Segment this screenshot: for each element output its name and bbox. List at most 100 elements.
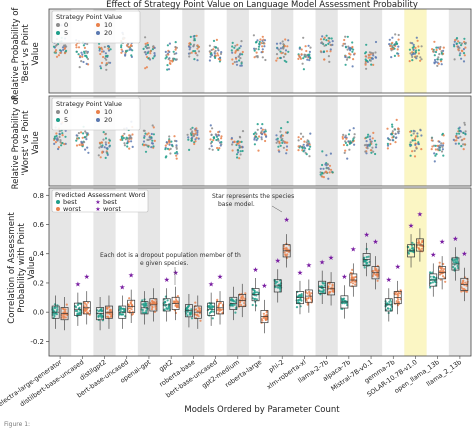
panel-best-point	[142, 47, 145, 51]
panel-best-point	[462, 48, 465, 51]
panel-worst-point	[98, 146, 101, 149]
panel-best-point	[54, 49, 58, 52]
corr-point-worst	[444, 280, 447, 283]
panel-best-point	[330, 37, 333, 40]
panel-worst-point	[130, 136, 133, 139]
panel-best-point	[189, 35, 192, 39]
corr-point-worst	[372, 270, 375, 273]
panel-best-point	[192, 35, 195, 38]
panel-best-point	[105, 62, 108, 65]
panel-worst-point	[454, 142, 457, 145]
panel-best-point	[455, 42, 458, 45]
corr-point-best	[185, 308, 188, 311]
corr-point-worst	[62, 315, 65, 318]
panel-best-point	[341, 44, 344, 47]
panel-worst-point	[420, 148, 423, 151]
panel-worst-point	[191, 136, 194, 139]
panel-worst-point	[325, 154, 328, 157]
corr-point-worst	[83, 305, 86, 308]
panel-best-point	[275, 59, 278, 62]
panel-best-point	[98, 47, 101, 50]
panel-worst-point	[464, 133, 467, 136]
panel-best-point	[408, 48, 411, 51]
panel-worst-point	[175, 146, 178, 149]
panel-best-point	[169, 62, 172, 65]
panel-best-point	[420, 45, 423, 48]
corr-point-worst	[154, 305, 157, 308]
panel-worst-point	[430, 136, 433, 140]
corr-point-best	[118, 312, 121, 315]
panel-best-point	[130, 54, 133, 57]
panel-worst-point	[208, 147, 211, 150]
corr-point-best	[431, 281, 434, 284]
panel-best-point	[300, 53, 303, 56]
panel-best-point	[308, 59, 311, 62]
corr-point-worst	[243, 302, 246, 305]
panel-best-point	[253, 47, 256, 50]
corr-point-worst	[354, 283, 357, 286]
panel-worst-point	[144, 143, 147, 146]
panel-worst-point	[108, 145, 111, 148]
corr-point-worst	[199, 309, 202, 312]
panel-worst-point	[142, 129, 145, 132]
panel-worst-point	[171, 144, 174, 147]
panel-worst-point	[84, 130, 87, 133]
panel-best-legend-box	[51, 10, 141, 44]
y-tick-label-0.6: 0.6	[33, 221, 45, 229]
corr-point-worst	[442, 262, 445, 266]
panel-worst-point	[282, 146, 285, 149]
panel-best-point	[233, 61, 236, 64]
corr-species-star-best: ★	[275, 257, 281, 265]
panel-worst-point	[327, 177, 330, 180]
corr-point-worst	[331, 289, 334, 293]
panel-worst-point	[373, 139, 377, 142]
panel-best-point	[325, 39, 328, 42]
panel-best-point	[168, 42, 171, 45]
panel-worst-point	[175, 147, 178, 150]
panel-best-point	[327, 55, 330, 58]
panel-best-point	[433, 62, 436, 65]
panel-worst-point	[353, 143, 356, 146]
panel-best-point	[255, 51, 258, 54]
panel-worst-band-6	[182, 96, 205, 186]
corr-point-best	[411, 241, 414, 244]
panel-best-point	[240, 62, 243, 65]
panel-worst-point	[440, 142, 443, 145]
panel-best-point	[411, 51, 414, 54]
panel-worst-point	[168, 135, 171, 138]
panel-worst-point	[394, 132, 397, 135]
panel-best-point	[372, 52, 375, 55]
corr-point-worst	[154, 307, 157, 311]
annotation-star-line2: base model.	[218, 201, 255, 208]
panel-best-point	[329, 48, 332, 51]
panel-best-point	[431, 48, 434, 51]
panel-best-point	[153, 52, 156, 55]
figure-title: Effect of Strategy Point Value on Langua…	[106, 0, 418, 10]
panel-best-point	[145, 44, 148, 47]
corr-point-worst	[130, 308, 133, 311]
panel-best-point	[168, 50, 171, 54]
panel-best-point	[59, 49, 62, 52]
corr-point-best	[190, 310, 193, 313]
panel-best-point	[437, 56, 440, 59]
corr-point-worst	[128, 297, 131, 300]
panel-worst-point	[54, 141, 58, 144]
panel-worst-point	[101, 150, 104, 153]
panel-best-point	[463, 40, 466, 44]
panel-best-point	[328, 37, 331, 40]
panel-worst-point	[344, 134, 347, 137]
panel-worst-point	[308, 155, 311, 158]
annotation-star: Star represents the species	[212, 193, 294, 200]
panel-worst-point	[436, 144, 439, 147]
panel-best-point	[346, 35, 349, 38]
panel-worst-point	[321, 150, 324, 153]
panel-best-point	[231, 58, 234, 61]
panel-best-point	[238, 59, 241, 62]
panel-worst-point	[190, 139, 193, 142]
annotation-dot-line2: e given species.	[140, 260, 188, 267]
panel-best-point	[252, 34, 255, 37]
y-axis-label-worst-line1: Relative Probability of	[11, 96, 21, 190]
panel-worst-point	[239, 153, 242, 156]
panel-worst-point	[211, 127, 214, 130]
panel-best-point	[275, 53, 279, 56]
